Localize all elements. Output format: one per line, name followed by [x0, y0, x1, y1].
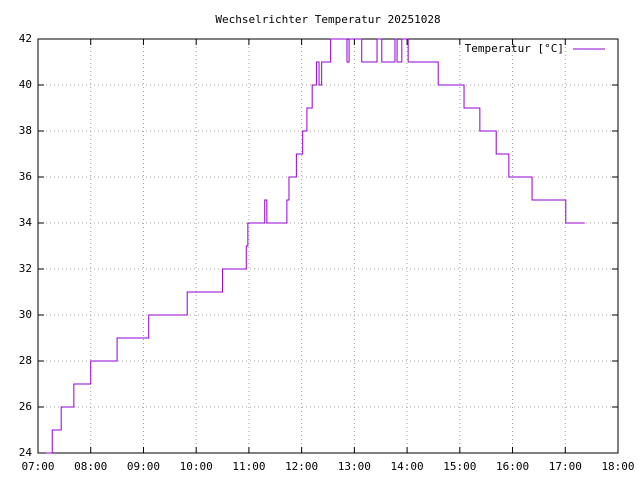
chart-title: Wechselrichter Temperatur 20251028: [215, 13, 440, 26]
x-tick-label: 08:00: [74, 460, 107, 473]
y-tick-label: 26: [19, 400, 32, 413]
y-tick-label: 38: [19, 124, 32, 137]
plot-frame: [37, 38, 619, 454]
legend-label: Temperatur [°C]: [465, 42, 564, 55]
y-tick-label: 32: [19, 262, 32, 275]
x-tick-label: 17:00: [549, 460, 582, 473]
x-tick-label: 12:00: [285, 460, 318, 473]
y-tick-label: 40: [19, 78, 32, 91]
x-tick-label: 10:00: [180, 460, 213, 473]
x-tick-label: 07:00: [21, 460, 54, 473]
x-tick-label: 16:00: [496, 460, 529, 473]
data-line: [45, 38, 585, 454]
x-tick-label: 09:00: [127, 460, 160, 473]
y-tick-label: 28: [19, 354, 32, 367]
x-tick-label: 13:00: [338, 460, 371, 473]
x-tick-label: 11:00: [232, 460, 265, 473]
y-tick-label: 34: [19, 216, 33, 229]
x-tick-label: 18:00: [601, 460, 634, 473]
y-tick-label: 24: [19, 446, 33, 459]
x-tick-label: 15:00: [443, 460, 476, 473]
x-tick-label: 14:00: [391, 460, 424, 473]
y-tick-label: 36: [19, 170, 32, 183]
y-tick-label: 30: [19, 308, 32, 321]
y-tick-label: 42: [19, 32, 32, 45]
